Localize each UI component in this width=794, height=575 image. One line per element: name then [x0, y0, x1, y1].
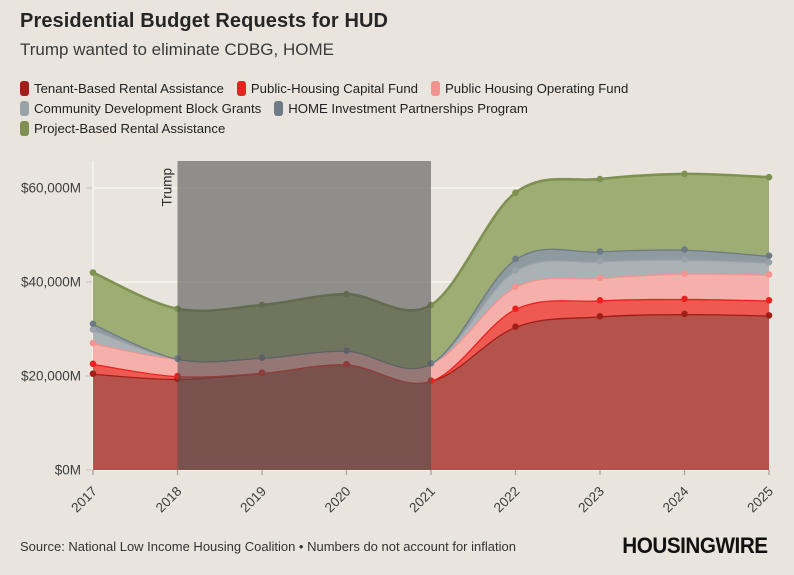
x-tick-label: 2020 — [322, 484, 354, 516]
legend-swatch-icon — [431, 81, 441, 96]
data-point — [681, 270, 688, 277]
legend-item-home-investment-partnerships-program: HOME Investment Partnerships Program — [274, 101, 528, 116]
data-point — [596, 258, 604, 265]
data-point — [89, 326, 97, 333]
y-tick-label: $0M — [55, 463, 81, 478]
data-point — [765, 173, 773, 181]
data-point — [596, 297, 604, 304]
data-point — [681, 256, 688, 263]
chart-footer: Source: National Low Income Housing Coal… — [0, 528, 794, 564]
legend-row: Project-Based Rental Assistance — [20, 121, 780, 136]
data-point — [681, 310, 688, 318]
x-tick-label: 2025 — [744, 484, 776, 516]
data-point — [512, 255, 519, 263]
housingwire-logo: HOUSINGWIRE — [622, 533, 769, 558]
data-point — [89, 360, 97, 368]
data-point — [765, 258, 773, 266]
area-band — [93, 298, 769, 383]
chart-header: Presidential Budget Requests for HUD Tru… — [20, 10, 770, 60]
page-title: Presidential Budget Requests for HUD — [20, 10, 389, 32]
budget-area-chart: $0M $20,000M $40,000M $60,000M Trump 2017 2018… — [0, 152, 794, 524]
legend-row: Community Development Block Grants HOME … — [20, 101, 780, 116]
y-tick-label: $20,000M — [21, 369, 81, 384]
x-tick-label: 2017 — [68, 484, 100, 516]
legend-swatch-icon — [236, 81, 246, 96]
y-tick-label: $60,000M — [21, 181, 81, 196]
data-point — [681, 246, 688, 253]
data-point — [512, 189, 519, 196]
x-tick-label: 2018 — [153, 484, 185, 516]
x-tick-label: 2021 — [406, 484, 438, 516]
x-tick-label: 2019 — [237, 484, 269, 516]
legend-label: Public-Housing Capital Fund — [250, 81, 419, 96]
data-point — [681, 295, 688, 303]
legend-label: Tenant-Based Rental Assistance — [34, 81, 224, 96]
chart-subtitle: Trump wanted to eliminate CDBG, HOME — [20, 40, 334, 59]
data-point — [765, 297, 773, 304]
trump-label: Trump — [160, 168, 175, 207]
legend-item-project-based-rental-assistance: Project-Based Rental Assistance — [20, 121, 225, 136]
source-note: Source: National Low Income Housing Coal… — [20, 538, 516, 554]
data-point — [89, 269, 97, 276]
legend-label: Public Housing Operating Fund — [445, 81, 629, 96]
legend-label: Project-Based Rental Assistance — [34, 121, 226, 136]
legend-swatch-icon — [20, 101, 29, 116]
legend-item-tenant-based-rental-assistance: Tenant-Based Rental Assistance — [20, 81, 224, 96]
area-band — [93, 273, 769, 383]
legend-item-community-development-block-grants: Community Development Block Grants — [20, 101, 261, 116]
data-point — [765, 312, 773, 319]
legend-item-public-housing-capital-fund: Public-Housing Capital Fund — [236, 81, 419, 96]
legend-swatch-icon — [20, 121, 29, 136]
x-tick-label: 2022 — [491, 484, 523, 516]
data-point — [765, 252, 773, 259]
x-tick-label: 2023 — [575, 484, 607, 516]
chart-legend: Tenant-Based Rental Assistance Public-Ho… — [20, 81, 780, 141]
y-tick-label: $40,000M — [21, 275, 81, 290]
data-point — [89, 320, 97, 328]
data-point — [596, 248, 604, 255]
legend-label: Community Development Block Grants — [34, 101, 262, 116]
data-point — [89, 339, 97, 347]
data-point — [765, 271, 773, 278]
legend-row: Tenant-Based Rental Assistance Public-Ho… — [20, 81, 780, 96]
legend-swatch-icon — [20, 81, 29, 96]
legend-label: HOME Investment Partnerships Program — [288, 101, 528, 116]
area-band — [93, 259, 769, 368]
data-point — [512, 266, 519, 274]
legend-swatch-icon — [274, 101, 284, 116]
trump-term-shade — [177, 161, 431, 470]
data-point — [512, 323, 519, 330]
legend-item-public-housing-operating-fund: Public Housing Operating Fund — [431, 81, 628, 96]
stacked-area-plot: $0M $20,000M $40,000M $60,000M Trump 2017 2018… — [21, 161, 776, 516]
data-point — [89, 370, 97, 377]
data-point — [596, 313, 604, 320]
data-point — [596, 175, 604, 183]
x-tick-label: 2024 — [660, 483, 692, 515]
data-point — [512, 305, 519, 313]
data-point — [512, 283, 519, 290]
data-point — [596, 274, 604, 282]
data-point — [681, 170, 688, 178]
